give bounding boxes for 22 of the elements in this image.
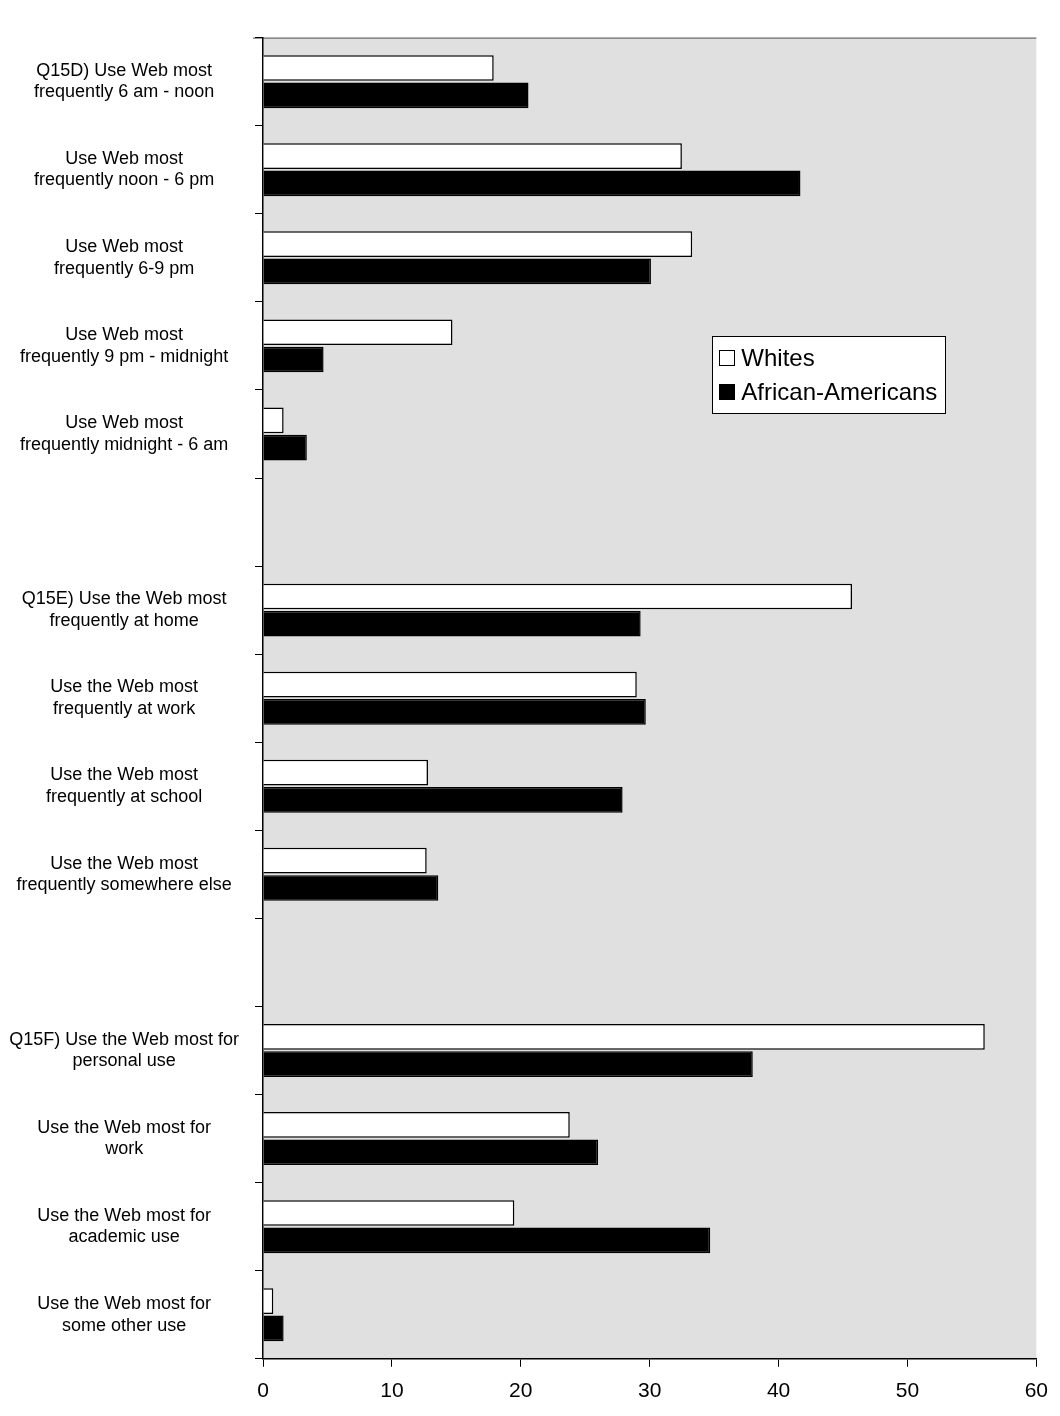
x-tick-label: 50 — [895, 1378, 920, 1402]
y-tick-label: Use the Web most for academic use — [37, 1204, 211, 1247]
legend-label: Whites — [741, 343, 815, 374]
y-tick-label: Use Web most frequently 6-9 pm — [54, 235, 195, 278]
x-tick-label: 10 — [380, 1378, 404, 1402]
legend-label: African-Americans — [741, 377, 938, 408]
y-tick-label: Use the Web most for some other use — [37, 1292, 211, 1335]
x-tick-label: 20 — [509, 1378, 533, 1402]
x-tick-label: 60 — [1024, 1378, 1048, 1402]
y-tick-label: Q15D) Use Web most frequently 6 am - noon — [34, 59, 215, 102]
y-tick-label: Use the Web most frequently at work — [50, 676, 198, 718]
y-tick-label: Q15E) Use the Web most frequently at home — [21, 588, 227, 630]
x-tick-label: 40 — [766, 1378, 791, 1402]
y-tick-label: Use the Web most frequently at school — [46, 764, 203, 807]
y-tick-label: Use Web most frequently midnight - 6 am — [20, 412, 229, 454]
y-tick-label: Use the Web most frequently somewhere else — [16, 852, 232, 895]
x-tick-label: 0 — [257, 1378, 269, 1402]
x-tick-label: 30 — [637, 1378, 662, 1402]
y-tick-label: Q15F) Use the Web most for personal use — [9, 1028, 239, 1071]
y-tick-label: Use Web most frequently noon - 6 pm — [34, 147, 215, 190]
y-tick-label: Use Web most frequently 9 pm - midnight — [20, 324, 229, 366]
y-tick-label: Use the Web most for work — [37, 1116, 211, 1159]
